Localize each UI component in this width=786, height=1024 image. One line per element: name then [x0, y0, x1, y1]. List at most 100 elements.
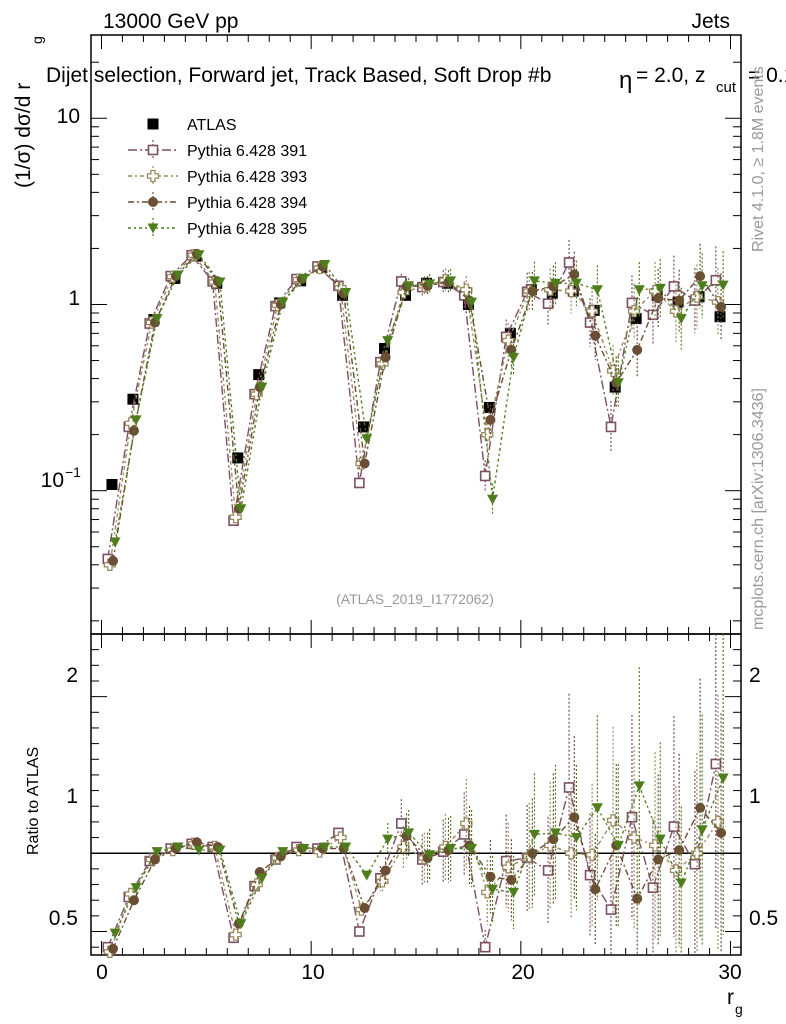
mc-data-point: [130, 415, 142, 426]
ratio-data-point: [424, 850, 436, 861]
legend-label: ATLAS: [187, 117, 237, 134]
ratio-data-point: [193, 845, 205, 856]
mc-data-point: [485, 414, 496, 425]
mc-data-point: [606, 364, 620, 378]
ratio-ytick-label: 1: [66, 785, 78, 808]
ratio-data-point: [397, 840, 410, 854]
ratio-data-point: [506, 874, 517, 885]
series-line: [107, 254, 717, 560]
ratio-data-point: [487, 884, 499, 895]
mc-data-point: [359, 458, 370, 469]
atlas-data-point: [232, 452, 244, 464]
mc-data-point: [690, 290, 704, 303]
ratio-ylabel: Ratio to ATLAS: [25, 747, 42, 855]
mc-data-point: [172, 270, 184, 281]
ratio-data-point: [128, 895, 139, 906]
mc-data-point: [382, 336, 394, 347]
ratio-data-point: [214, 845, 226, 856]
mc-data-point: [590, 330, 601, 341]
mc-data-point: [695, 271, 706, 282]
ratio-data-point: [403, 828, 415, 839]
ratio-data-point: [606, 814, 620, 827]
mc-data-point: [569, 269, 580, 280]
ratio-data-point: [569, 812, 580, 823]
rivet-version-label: Rivet 4.1.0, ≥ 1.8M events: [750, 66, 767, 252]
ratio-data-point: [710, 758, 722, 770]
atlas-data-point: [106, 478, 118, 490]
ratio-data-point: [382, 834, 394, 845]
atlas-data-point: [253, 369, 265, 381]
atlas-data-point: [483, 401, 495, 413]
ratio-data-point: [340, 842, 352, 853]
energy-label: 13000 GeV pp: [103, 10, 238, 33]
ratio-data-point: [354, 926, 365, 937]
ratio-series-line: [112, 806, 722, 950]
ratio-data-point: [191, 837, 202, 848]
ratio-ytick-label-right: 1: [749, 785, 761, 808]
process-label: Jets: [691, 10, 730, 33]
ratio-data-point: [689, 858, 701, 870]
mc-data-point: [256, 382, 268, 393]
mc-data-point: [479, 470, 491, 482]
ratio-data-point: [235, 919, 247, 930]
ratio-data-point: [479, 941, 491, 953]
ratio-data-point: [591, 803, 603, 814]
mc-data-point: [653, 293, 664, 304]
ratio-data-point: [549, 828, 561, 839]
ratio-data-point: [542, 865, 554, 876]
legend-label: Pythia 6.428 394: [187, 195, 307, 212]
ratio-data-point: [590, 884, 601, 895]
ratio-data-point: [380, 865, 391, 876]
ratio-data-point: [570, 833, 582, 844]
mc-data-point: [445, 276, 457, 287]
ratio-data-point: [674, 845, 685, 856]
ratio-data-point: [502, 861, 515, 874]
ratio-data-point: [653, 854, 664, 865]
ratio-data-point: [711, 815, 725, 829]
mc-data-point: [710, 274, 722, 286]
xtick-label: 10: [301, 961, 324, 984]
legend: [128, 118, 178, 238]
mc-data-point: [696, 281, 708, 292]
ratio-data-point: [690, 847, 704, 860]
atlas-data-point: [127, 393, 139, 405]
mc-data-point: [508, 352, 519, 363]
main-ylabel: (1/σ) dσ/d r: [12, 83, 35, 188]
ratio-ytick-label: 2: [66, 664, 78, 687]
ratio-plot-frame: [90, 633, 742, 956]
plot-title-tail: = 2.0, z: [636, 64, 705, 87]
data-layer: [102, 239, 729, 959]
ratio-data-point: [359, 903, 370, 914]
ratio-data-point: [485, 871, 496, 882]
ratio-data-point: [319, 842, 331, 853]
xtick-label: 30: [718, 961, 741, 984]
ratio-data-point: [445, 844, 457, 855]
ratio-data-point: [647, 882, 659, 893]
ratio-ytick-label: 0.5: [49, 907, 78, 930]
ratio-data-point: [256, 873, 268, 884]
ratio-data-point: [250, 878, 263, 891]
eta-symbol: η: [619, 67, 632, 94]
ratio-data-point: [172, 842, 184, 853]
mc-data-point: [632, 344, 643, 355]
main-ytick-label: 10: [41, 469, 64, 492]
legend-label: Pythia 6.428 393: [187, 169, 307, 186]
ratio-data-point: [229, 928, 242, 941]
mc-data-point: [487, 494, 499, 505]
legend-marker: [147, 118, 159, 130]
ratio-ytick-label-right: 2: [749, 664, 761, 687]
mc-data-point: [527, 286, 538, 297]
legend-marker: [148, 197, 158, 207]
mc-data-point: [319, 259, 331, 270]
plot-title-sub: cut: [716, 79, 737, 96]
ratio-data-point: [696, 825, 708, 836]
ratio-data-point: [508, 887, 519, 898]
mc-data-point: [627, 305, 641, 318]
mc-data-point: [403, 281, 415, 292]
main-ylabel-sub: g: [29, 36, 45, 44]
ratio-data-point: [396, 818, 407, 829]
ratio-data-point: [668, 821, 680, 832]
mc-data-point: [460, 283, 473, 296]
analysis-id: (ATLAS_2019_I1772062): [336, 591, 494, 607]
ratio-data-point: [361, 870, 373, 881]
